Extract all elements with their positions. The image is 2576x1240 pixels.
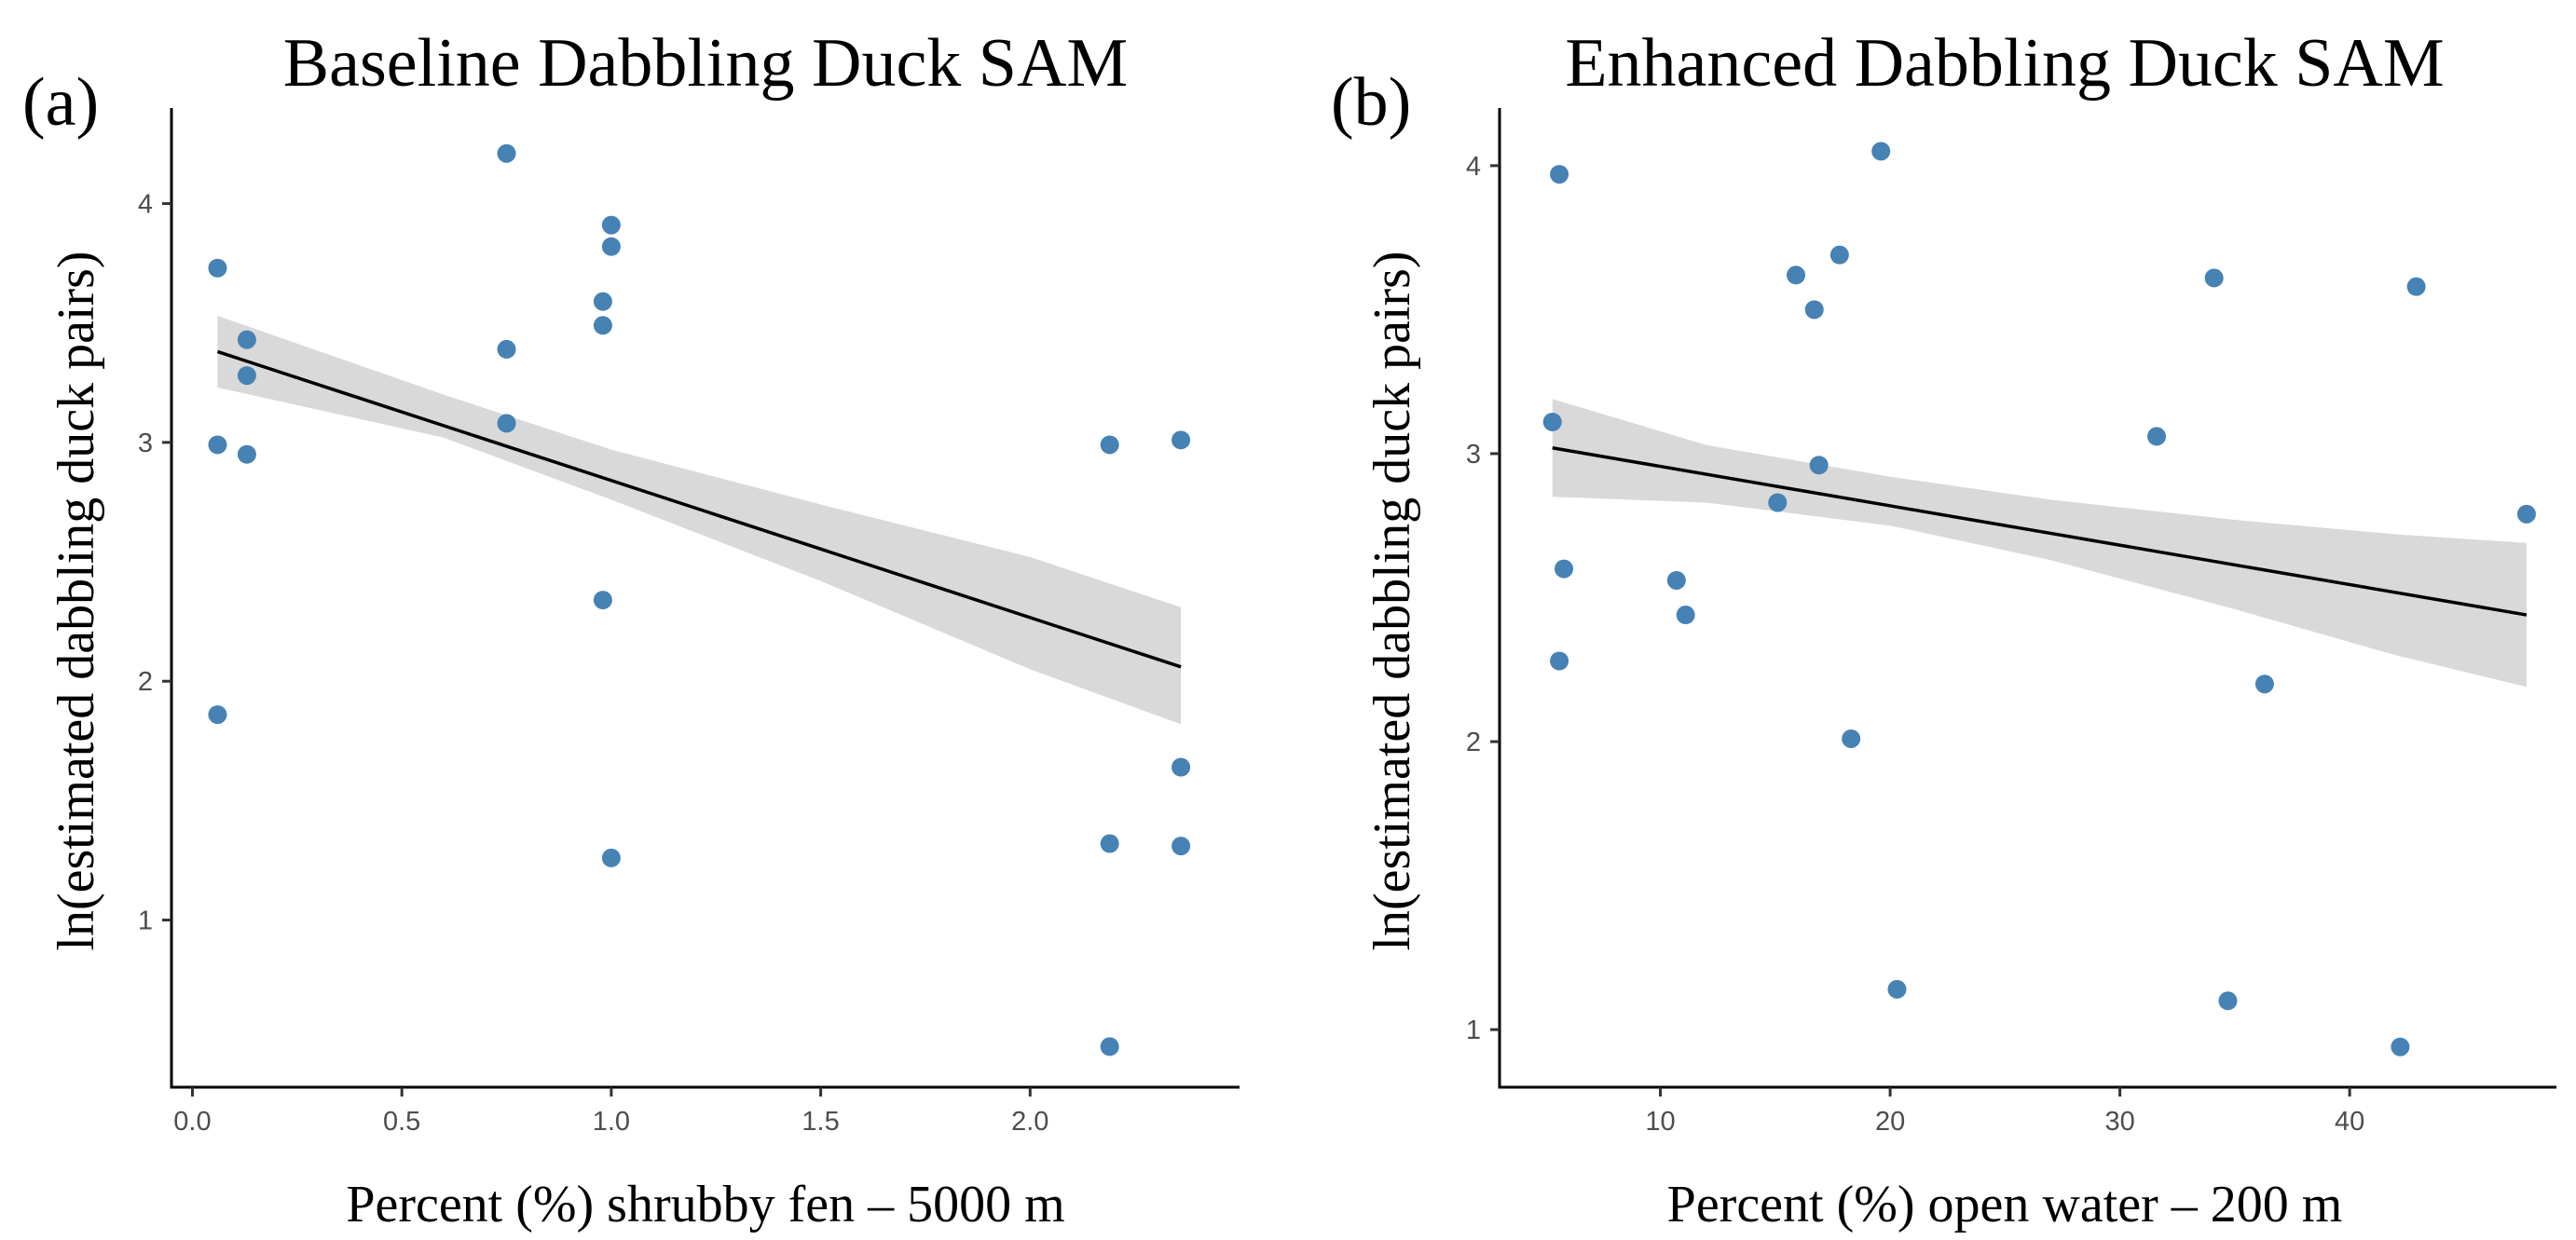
panel-b-title: Enhanced Dabbling Duck SAM bbox=[1565, 25, 2444, 102]
panel-a-data-point-17 bbox=[1100, 1037, 1119, 1056]
panel-a-points-layer bbox=[208, 143, 1191, 1056]
panel-b-data-point-7 bbox=[1787, 266, 1806, 285]
panel-a-x-tick-label-4: 2.0 bbox=[1011, 1107, 1048, 1137]
panel-b-data-point-18 bbox=[2391, 1037, 2410, 1056]
panel-b-data-point-20 bbox=[2516, 504, 2536, 524]
panel-a-data-point-14 bbox=[601, 848, 621, 867]
panel-b-data-point-9 bbox=[1809, 456, 1829, 475]
panel-b-y-axis-title: ln(estimated dabbling duck pairs) bbox=[1363, 251, 1421, 950]
panel-a-y-axis-title: ln(estimated dabbling duck pairs) bbox=[48, 251, 105, 950]
panel-a-data-point-15 bbox=[1100, 435, 1119, 455]
panel-b-x-tick-label-2: 30 bbox=[2104, 1107, 2134, 1137]
panel-a-data-point-1 bbox=[208, 435, 227, 455]
panel-b-data-point-1 bbox=[1550, 165, 1569, 184]
panel-b-data-point-13 bbox=[1887, 979, 1907, 999]
panel-a-x-tick-label-0: 0.0 bbox=[173, 1107, 211, 1137]
panel-b: (b) Enhanced Dabbling Duck SAM ln(estima… bbox=[1331, 25, 2556, 1233]
panel-b-data-point-6 bbox=[1768, 493, 1788, 512]
panel-a-label: (a) bbox=[22, 64, 99, 141]
panel-a-y-tick-label-3: 4 bbox=[138, 190, 153, 220]
panel-a-data-point-3 bbox=[237, 330, 256, 349]
panel-a-x-tick-label-1: 0.5 bbox=[383, 1107, 420, 1137]
panel-b-x-tick-label-0: 10 bbox=[1645, 1107, 1675, 1137]
panel-b-data-point-15 bbox=[2204, 268, 2224, 288]
panel-a-fit-layer bbox=[216, 349, 1182, 669]
panel-a-data-point-2 bbox=[208, 705, 227, 725]
panel-b-label: (b) bbox=[1331, 64, 1411, 141]
panel-a: (a) Baseline Dabbling Duck SAM ln(estima… bbox=[22, 25, 1240, 1233]
panel-b-data-point-17 bbox=[2254, 675, 2274, 694]
panel-b-points-layer bbox=[1542, 142, 2536, 1056]
panel-a-data-point-9 bbox=[593, 292, 612, 311]
panel-b-data-point-3 bbox=[1555, 559, 1574, 579]
panel-b-x-tick-label-1: 20 bbox=[1875, 1107, 1905, 1137]
panel-a-x-tick-label-3: 1.5 bbox=[802, 1107, 839, 1137]
panel-a-data-point-11 bbox=[593, 591, 612, 610]
panel-a-x-axis-title: Percent (%) shrubby fen – 5000 m bbox=[346, 1176, 1064, 1233]
panel-b-x-axis-title: Percent (%) open water – 200 m bbox=[1667, 1176, 2343, 1233]
panel-b-data-point-19 bbox=[2406, 277, 2426, 296]
panel-b-data-point-2 bbox=[1550, 651, 1569, 671]
panel-a-data-point-16 bbox=[1100, 834, 1119, 853]
panel-b-data-point-8 bbox=[1804, 300, 1824, 320]
panel-a-data-point-19 bbox=[1172, 757, 1191, 777]
panel-b-axes-layer: 1 2 3 4 10 20 30 40 bbox=[1466, 108, 2556, 1137]
panel-a-axes-layer: 1 2 3 4 0.0 0.5 1.0 1.5 2.0 bbox=[138, 108, 1240, 1137]
panel-a-x-tick-label-2: 1.0 bbox=[593, 1107, 630, 1137]
panel-b-y-tick-label-2: 3 bbox=[1466, 440, 1481, 470]
panel-b-fit-line bbox=[1552, 446, 2528, 617]
panel-a-data-point-8 bbox=[497, 414, 516, 433]
panel-a-confidence-band bbox=[217, 316, 1182, 725]
panel-b-data-point-10 bbox=[1829, 245, 1849, 265]
panel-b-data-point-4 bbox=[1666, 570, 1686, 590]
panel-b-data-point-12 bbox=[1871, 142, 1891, 161]
panel-a-data-point-5 bbox=[237, 444, 256, 464]
panel-b-confidence-band bbox=[1552, 399, 2527, 688]
panel-a-data-point-12 bbox=[601, 215, 621, 235]
panel-b-data-point-11 bbox=[1842, 729, 1861, 748]
panel-a-y-tick-label-2: 3 bbox=[138, 429, 153, 458]
panel-a-data-point-7 bbox=[497, 339, 516, 359]
panel-b-fit-layer bbox=[1552, 446, 2528, 617]
panel-a-data-point-10 bbox=[593, 316, 612, 335]
panel-a-data-point-18 bbox=[1172, 430, 1191, 450]
panel-a-data-point-4 bbox=[237, 366, 256, 386]
panel-a-data-point-20 bbox=[1172, 837, 1191, 856]
panel-b-band-layer bbox=[1552, 399, 2527, 688]
panel-a-y-tick-label-1: 2 bbox=[138, 667, 153, 697]
panel-b-y-tick-label-0: 1 bbox=[1466, 1015, 1481, 1045]
panel-a-data-point-0 bbox=[208, 258, 227, 278]
panel-b-data-point-16 bbox=[2218, 991, 2238, 1011]
panel-a-y-tick-label-0: 1 bbox=[138, 906, 153, 936]
panel-a-fit-line bbox=[216, 349, 1182, 669]
panel-b-data-point-5 bbox=[1676, 606, 1695, 625]
panel-a-data-point-13 bbox=[601, 237, 621, 256]
panel-b-data-point-0 bbox=[1542, 412, 1562, 431]
panel-b-y-tick-label-3: 4 bbox=[1466, 152, 1481, 182]
panel-b-y-tick-label-1: 2 bbox=[1466, 728, 1481, 757]
panel-b-data-point-14 bbox=[2147, 427, 2167, 446]
panel-b-x-tick-label-3: 40 bbox=[2335, 1107, 2364, 1137]
panel-a-title: Baseline Dabbling Duck SAM bbox=[283, 25, 1128, 102]
panel-a-band-layer bbox=[217, 316, 1182, 725]
panel-a-data-point-6 bbox=[497, 143, 516, 163]
